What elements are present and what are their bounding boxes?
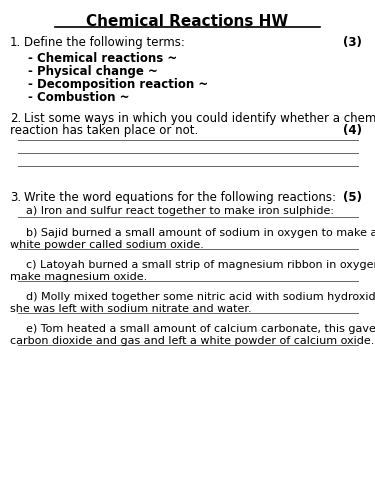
Text: e) Tom heated a small amount of calcium carbonate, this gave off: e) Tom heated a small amount of calcium … <box>26 324 375 334</box>
Text: (5): (5) <box>343 191 362 204</box>
Text: white powder called sodium oxide.: white powder called sodium oxide. <box>10 240 204 250</box>
Text: - Chemical reactions ~: - Chemical reactions ~ <box>28 52 177 65</box>
Text: - Physical change ~: - Physical change ~ <box>28 65 158 78</box>
Text: she was left with sodium nitrate and water.: she was left with sodium nitrate and wat… <box>10 304 252 314</box>
Text: carbon dioxide and gas and left a white powder of calcium oxide.: carbon dioxide and gas and left a white … <box>10 336 374 346</box>
Text: reaction has taken place or not.: reaction has taken place or not. <box>10 124 198 137</box>
Text: (4): (4) <box>343 124 362 137</box>
Text: c) Latoyah burned a small strip of magnesium ribbon in oxygen  to: c) Latoyah burned a small strip of magne… <box>26 260 375 270</box>
Text: Define the following terms:: Define the following terms: <box>24 36 185 49</box>
Text: 1.: 1. <box>10 36 21 49</box>
Text: make magnesium oxide.: make magnesium oxide. <box>10 272 147 282</box>
Text: a) Iron and sulfur react together to make iron sulphide:: a) Iron and sulfur react together to mak… <box>26 206 334 216</box>
Text: d) Molly mixed together some nitric acid with sodium hydroxide,: d) Molly mixed together some nitric acid… <box>26 292 375 302</box>
Text: 3.: 3. <box>10 191 21 204</box>
Text: - Decomposition reaction ~: - Decomposition reaction ~ <box>28 78 208 91</box>
Text: Chemical Reactions HW: Chemical Reactions HW <box>86 14 288 29</box>
Text: (3): (3) <box>343 36 362 49</box>
Text: List some ways in which you could identify whether a chemical: List some ways in which you could identi… <box>24 112 375 125</box>
Text: - Combustion ~: - Combustion ~ <box>28 91 129 104</box>
Text: 2.: 2. <box>10 112 21 125</box>
Text: b) Sajid burned a small amount of sodium in oxygen to make a: b) Sajid burned a small amount of sodium… <box>26 228 375 238</box>
Text: Write the word equations for the following reactions:: Write the word equations for the followi… <box>24 191 336 204</box>
